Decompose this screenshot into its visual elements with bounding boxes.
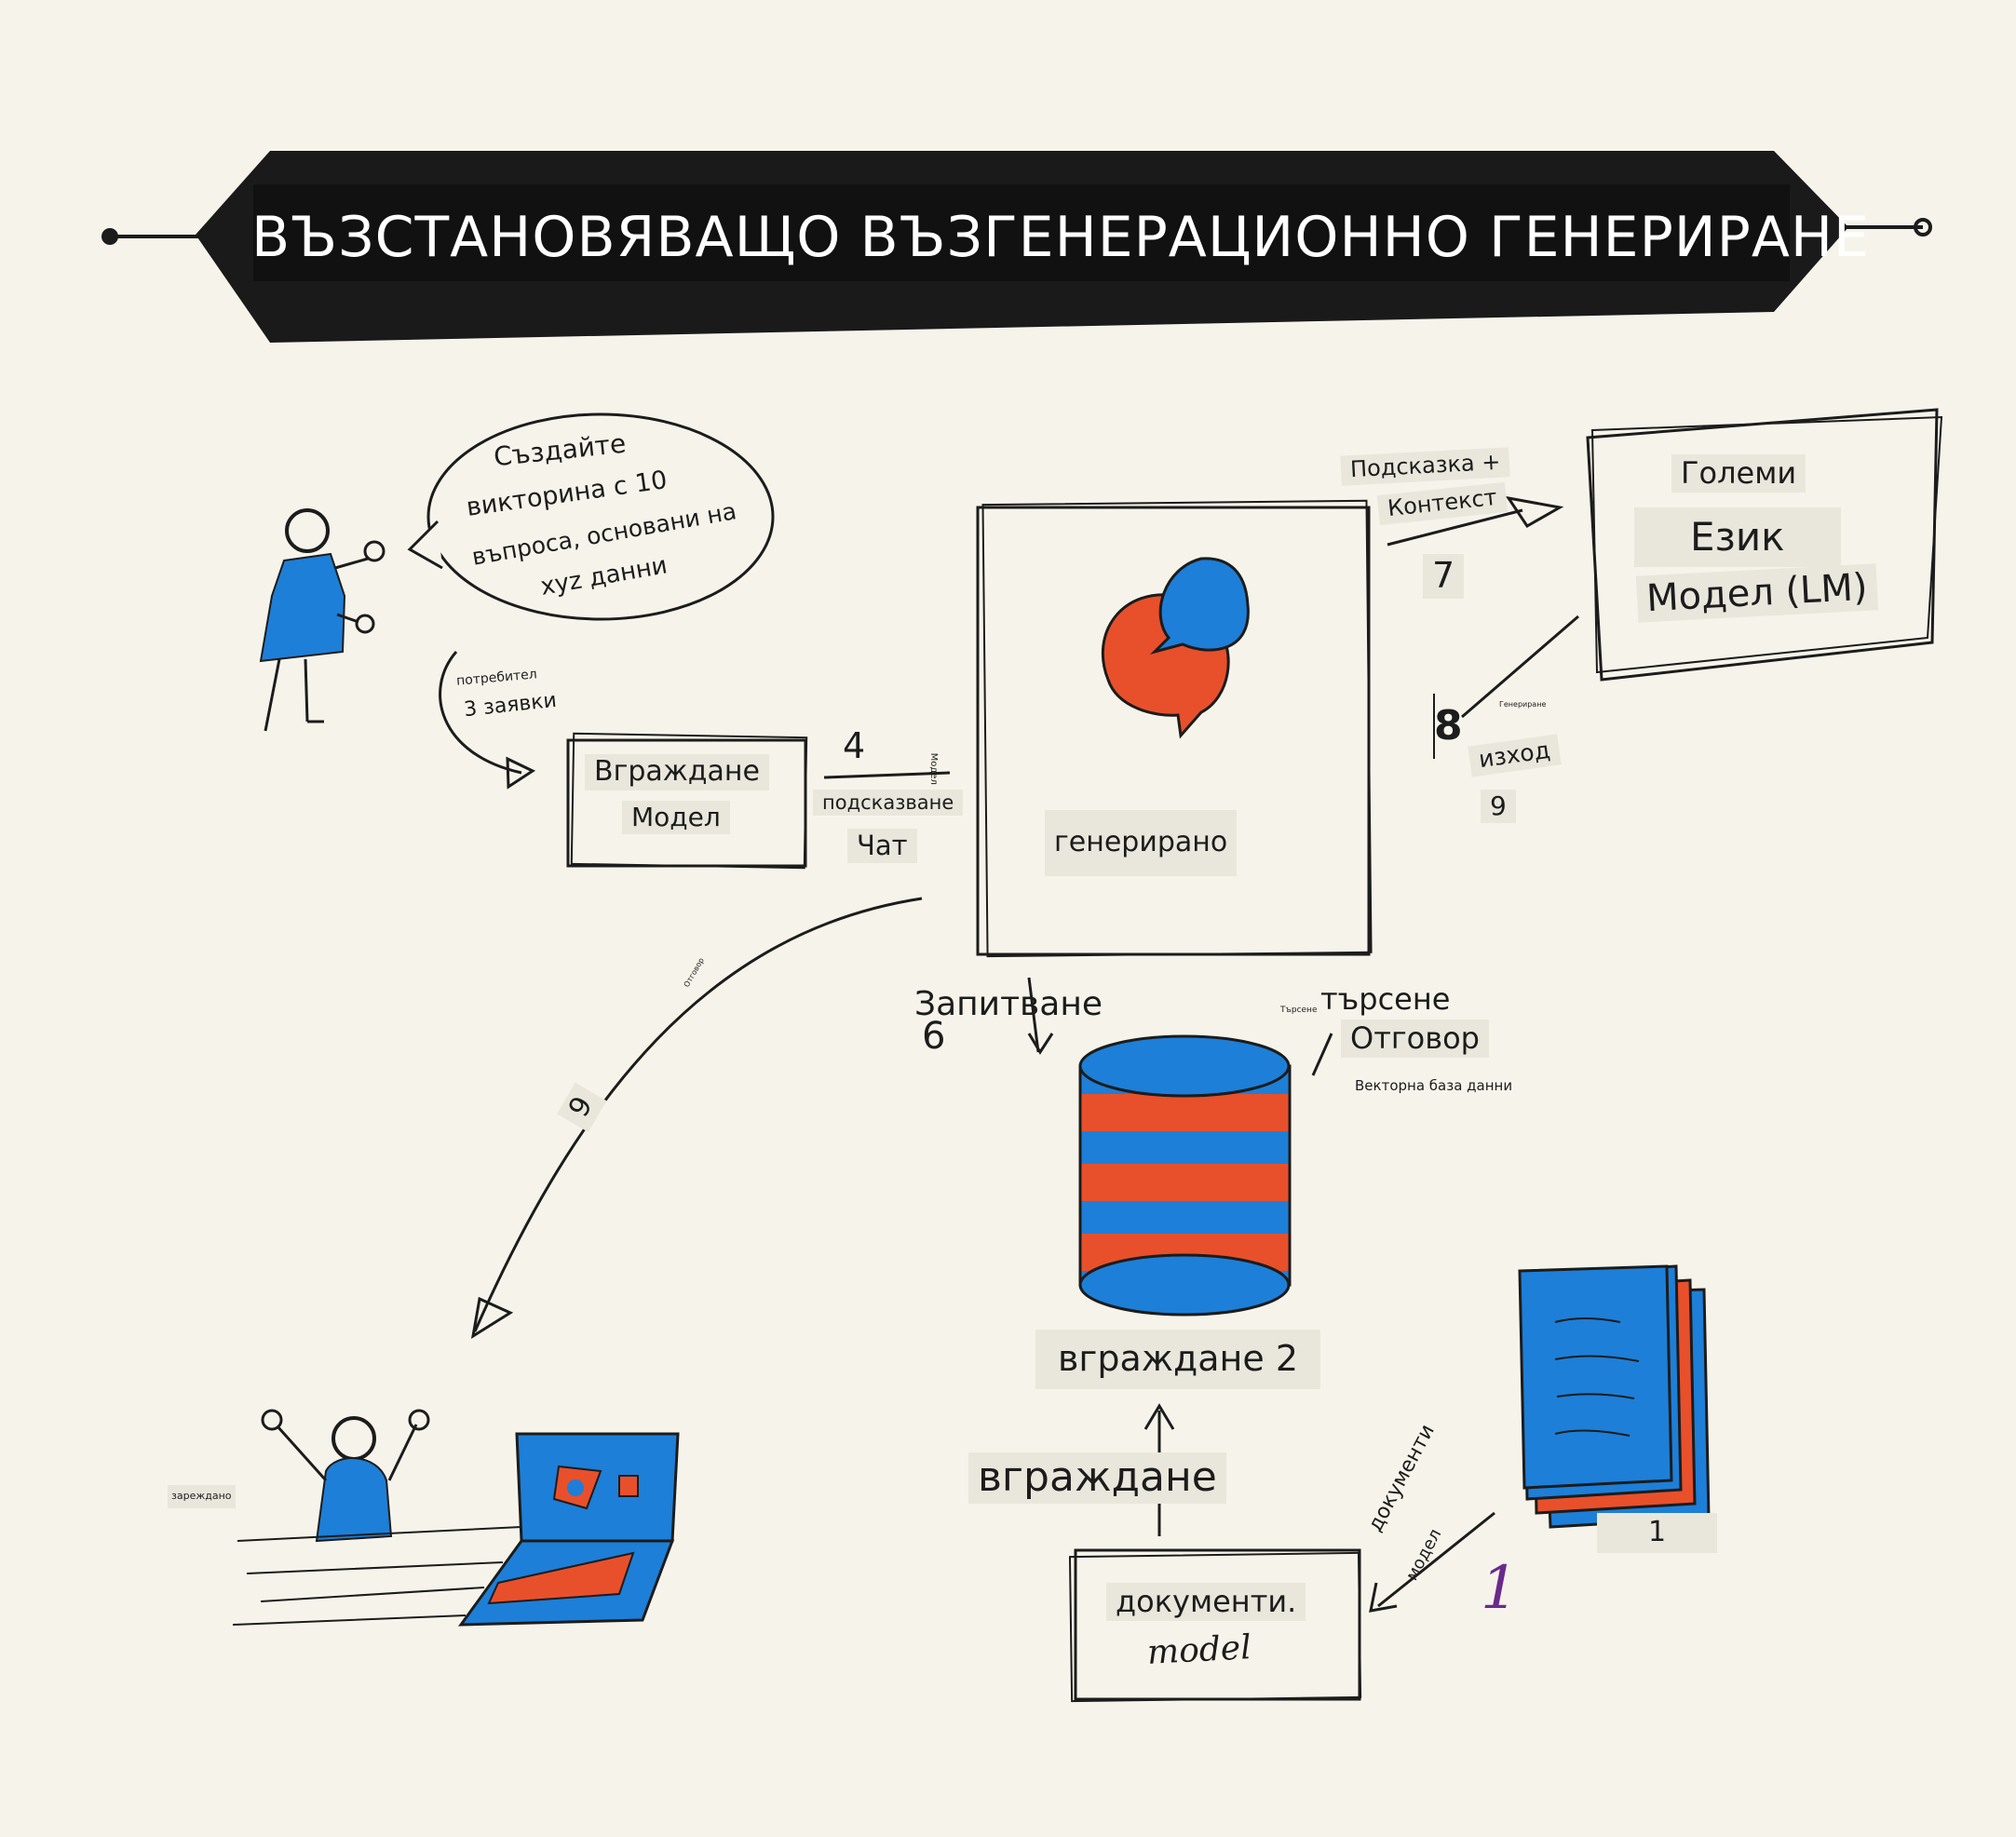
search-label: търсене (1320, 981, 1451, 1017)
speech-bubble (407, 412, 775, 621)
step-4-tiny: Модел (927, 752, 939, 785)
happy-user-figure (232, 1409, 522, 1626)
center-box-shape (976, 499, 1373, 958)
documents-model-label: model (1145, 1628, 1252, 1672)
output-arrow (1433, 615, 1579, 759)
llm-line1: Големи (1671, 454, 1806, 493)
title-banner (101, 151, 1932, 343)
chat-prompt-arrow (823, 771, 951, 779)
return-arrow (470, 897, 923, 1340)
embedding-model-line1: Вграждане (585, 754, 769, 790)
prompt-context-arrow (1387, 495, 1564, 547)
llm-box-shape (1586, 408, 1943, 682)
step-8-number: 8 (1434, 702, 1463, 750)
step-4-chat: Чат (847, 829, 917, 864)
query-arrow (439, 651, 536, 790)
laptop-icon (458, 1432, 680, 1627)
generated-label: генерирано (1045, 810, 1238, 876)
step-1-number: 1 (1597, 1513, 1718, 1553)
documents-label: документи. (1106, 1583, 1306, 1621)
query-label: Запитване (914, 985, 1103, 1023)
step-6-number: 6 (922, 1015, 946, 1058)
search-tiny: Търсене (1280, 1006, 1318, 1015)
db-query-arrow (1027, 977, 1054, 1055)
documents-arrow (1369, 1511, 1495, 1613)
documents-box-shape (1068, 1548, 1362, 1703)
database-label: вграждане 2 (1035, 1330, 1321, 1389)
search-answer: Отговор (1341, 1020, 1489, 1058)
step-4-number: 4 (843, 725, 866, 766)
embedding-model-box-shape (566, 732, 808, 870)
page-title: ВЪЗСТАНОВЯВАЩО ВЪЗГЕНЕРАЦИОННО ГЕНЕРИРАН… (251, 205, 1870, 270)
step-8-tiny: Генериране (1499, 700, 1547, 709)
document-stack-icon (1518, 1264, 1711, 1529)
step-1-purple-number: 1 (1481, 1554, 1519, 1623)
chat-bubbles-icon (1101, 557, 1250, 739)
vector-database-icon (1078, 1034, 1292, 1317)
embedding-model-line2: Модел (622, 801, 730, 835)
step-4-prompt: подсказване (813, 790, 964, 817)
search-line (1311, 1033, 1333, 1076)
user-figure (259, 508, 386, 732)
vector-db-label: Векторна база данни (1355, 1077, 1513, 1094)
llm-line2: Език (1634, 507, 1841, 568)
step-7-number: 7 (1423, 554, 1465, 599)
step-9-output-number: 9 (1481, 790, 1516, 824)
loading-label: зареждано (168, 1485, 236, 1508)
embedding-label: вграждане (968, 1452, 1226, 1504)
